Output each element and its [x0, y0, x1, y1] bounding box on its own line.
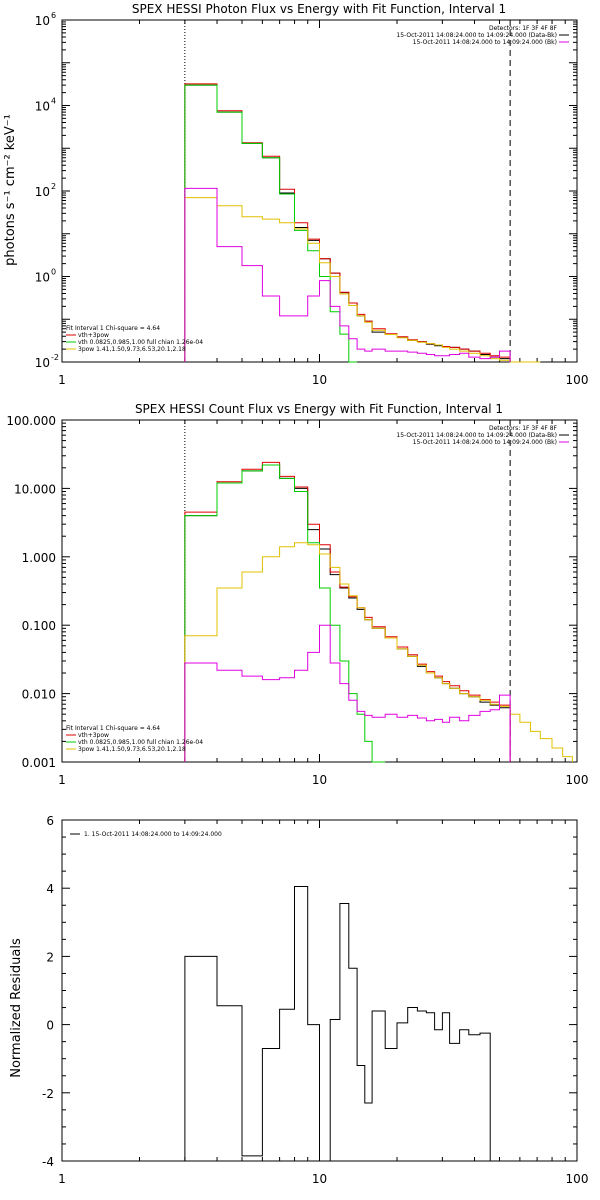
legend-entry: 15-Oct-2011 14:08:24.000 to 14:09:24.000…: [396, 32, 557, 39]
y-tick-label: 10: [35, 356, 50, 370]
residuals-panel: Normalized Residuals 6 4 2 0 -2 -4 1 10 100 1. …: [9, 814, 588, 1186]
legend-entry: Fit Interval 1 Chi-square = 4.64: [66, 325, 160, 332]
legend-entry: 15-Oct-2011 14:08:24.000 to 14:09:24.000…: [413, 39, 557, 46]
y-tick-label: 10.000: [14, 482, 56, 496]
x-tick-label: 100: [566, 1172, 589, 1186]
plot-frame: [61, 19, 578, 363]
legend-entry: vth 0.0825,0.985,1.00 full chian 1.26e-0…: [78, 739, 203, 746]
y-tick-label: 10: [35, 100, 50, 114]
y-tick-label: 0.010: [22, 688, 56, 702]
y-axis-label: photons s⁻¹ cm⁻² keV⁻¹: [3, 114, 18, 266]
photon-flux-panel: SPEX HESSI Photon Flux vs Energy with Fi…: [3, 2, 588, 387]
series-line: [184, 197, 541, 363]
legend-bottom: Fit Interval 1 Chi-square = 4.64vth+3pow…: [66, 725, 203, 753]
reference-lines: [184, 20, 511, 362]
y-tick-label: 0: [46, 1019, 54, 1033]
series-line: [184, 461, 511, 762]
axis-ticks: [61, 20, 577, 363]
legend-bottom: Fit Interval 1 Chi-square = 4.64vth+3pow…: [66, 325, 203, 353]
y-tick-labels: 6 4 2 0 -2 -4: [42, 814, 54, 1169]
series-group: [184, 83, 541, 363]
detectors-label: Detectors: 1F 3F 4F 8F: [489, 25, 558, 32]
legend-entry: 1. 15-Oct-2011 14:08:24.000 to 14:09:24.…: [84, 831, 222, 838]
detectors-label: Detectors: 1F 3F 4F 8F: [489, 425, 558, 432]
series-group: [184, 886, 491, 1162]
legend: 1. 15-Oct-2011 14:08:24.000 to 14:09:24.…: [70, 831, 222, 838]
x-tick-label: 10: [312, 1172, 327, 1186]
y-tick-label: 10: [35, 185, 50, 199]
series-line: [184, 464, 386, 763]
y-tick-label: 100.000: [6, 414, 56, 428]
series-line: [184, 624, 511, 762]
y-tick-label: 10: [35, 271, 50, 285]
y-tick-exponent: 4: [51, 97, 56, 106]
x-tick-label: 100: [566, 773, 589, 787]
series-line: [184, 542, 573, 762]
y-tick-label: 1.000: [22, 551, 56, 565]
x-tick-label: 1: [58, 773, 66, 787]
plot-frame: [61, 419, 578, 763]
legend-entry: 3pow 1.41,1.50,9.73,6.53,20.1,2.18: [78, 746, 186, 753]
legend-entry: 15-Oct-2011 14:08:24.000 to 14:09:24.000…: [413, 439, 557, 446]
y-tick-label: 0.100: [22, 619, 56, 633]
reference-lines: [184, 420, 511, 762]
y-axis-label: Normalized Residuals: [9, 938, 24, 1078]
y-tick-label: -2: [42, 1087, 54, 1101]
x-tick-labels: 1 10 100: [58, 1172, 588, 1186]
y-tick-label: 0.001: [22, 756, 56, 770]
series-line: [184, 187, 511, 362]
axis-ticks: [61, 819, 577, 1162]
legend-entry: vth 0.0825,0.985,1.00 full chian 1.26e-0…: [78, 339, 203, 346]
x-tick-label: 10: [312, 773, 327, 787]
x-tick-label: 10: [312, 373, 327, 387]
x-tick-label: 1: [58, 1172, 66, 1186]
series-line: [184, 84, 511, 362]
y-tick-exponent: 6: [51, 11, 56, 20]
legend-entry: vth+3pow: [78, 732, 109, 739]
y-tick-exponent: 2: [51, 182, 56, 191]
x-tick-label: 1: [58, 373, 66, 387]
chart-title: SPEX HESSI Photon Flux vs Energy with Fi…: [132, 2, 506, 16]
y-tick-label: 6: [46, 814, 54, 828]
x-tick-labels: 1 10 100: [58, 373, 588, 387]
y-tick-label: -4: [42, 1155, 54, 1169]
x-tick-label: 100: [566, 373, 589, 387]
count-flux-panel: SPEX HESSI Count Flux vs Energy with Fit…: [6, 402, 588, 787]
chart-title: SPEX HESSI Count Flux vs Energy with Fit…: [135, 402, 503, 416]
legend-entry: 15-Oct-2011 14:08:24.000 to 14:09:24.000…: [396, 432, 557, 439]
y-tick-labels: 100.000 10.000 1.000 0.100 0.010 0.001: [6, 414, 56, 770]
y-tick-label: 2: [46, 950, 54, 964]
series-group: [184, 461, 573, 763]
series-line: [184, 886, 491, 1162]
legend-entry: 3pow 1.41,1.50,9.73,6.53,20.1,2.18: [78, 346, 186, 353]
series-line: [184, 83, 511, 362]
series-line: [184, 84, 358, 363]
y-tick-exponent: 0: [51, 268, 56, 277]
series-line: [184, 464, 511, 762]
y-tick-label: 4: [46, 882, 54, 896]
x-tick-labels: 1 10 100: [58, 773, 588, 787]
legend-entry: vth+3pow: [78, 332, 109, 339]
legend-entry: Fit Interval 1 Chi-square = 4.64: [66, 725, 160, 732]
y-tick-exponent: -2: [51, 353, 59, 362]
axis-ticks: [61, 420, 577, 763]
y-tick-label: 10: [35, 14, 50, 28]
